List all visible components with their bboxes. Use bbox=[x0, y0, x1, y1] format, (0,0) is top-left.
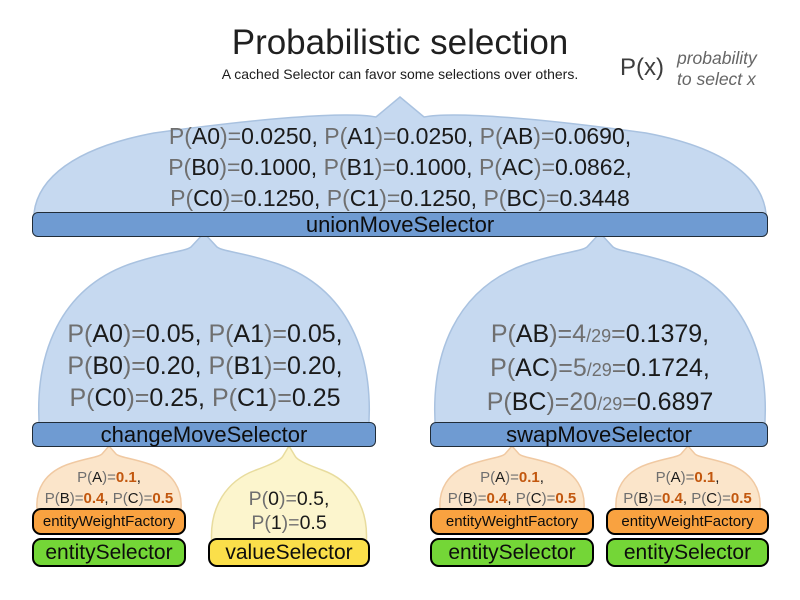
probability-line: P(B)=0.4, P(C)=0.5 bbox=[447, 490, 577, 507]
entity-weight-probabilities-right: P(A)=0.1, P(B)=0.4, P(C)=0.5 bbox=[606, 467, 769, 509]
probability-line: P(A0)=0.05, P(A1)=0.05, bbox=[67, 320, 343, 348]
probability-line: P(B0)=0.1000, P(B1)=0.1000, P(AC)=0.0862… bbox=[168, 154, 632, 180]
change-probabilities: P(A0)=0.05, P(A1)=0.05, P(B0)=0.20, P(B1… bbox=[34, 318, 376, 414]
change-funnel-arrow bbox=[38, 231, 370, 437]
union-funnel-arrow bbox=[32, 96, 768, 227]
entity-weight-factory-bar-right: entityWeightFactory bbox=[606, 508, 769, 535]
probability-line: P(BC)=20/29=0.6897 bbox=[486, 388, 714, 416]
entity-weight-probabilities-middle: P(A)=0.1, P(B)=0.4, P(C)=0.5 bbox=[430, 467, 594, 509]
legend-probability-symbol: P(x) bbox=[620, 54, 664, 81]
union-probabilities: P(A0)=0.0250, P(A1)=0.0250, P(AB)=0.0690… bbox=[0, 121, 800, 214]
probability-line: P(B)=0.4, P(C)=0.5 bbox=[44, 490, 174, 507]
probability-line: P(A)=0.1, bbox=[77, 469, 141, 486]
probability-line: P(AC)=5/29=0.1724, bbox=[490, 354, 710, 382]
swap-move-selector-bar: swapMoveSelector bbox=[430, 422, 768, 447]
entity-selector-bar-right: entitySelector bbox=[606, 538, 769, 567]
probability-line: P(A)=0.1, bbox=[480, 469, 544, 486]
page-title: Probabilistic selection bbox=[231, 23, 569, 62]
probability-line: P(C0)=0.1250, P(C1)=0.1250, P(BC)=0.3448 bbox=[170, 185, 630, 211]
probability-line: P(B)=0.4, P(C)=0.5 bbox=[623, 490, 752, 507]
probability-line: P(1)=0.5 bbox=[251, 512, 327, 534]
probability-line: P(A)=0.1, bbox=[655, 469, 720, 486]
entity-selector-bar-middle: entitySelector bbox=[430, 538, 594, 567]
probability-line: P(AB)=4/29=0.1379, bbox=[490, 320, 710, 348]
page-subtitle: A cached Selector can favor some selecti… bbox=[221, 66, 579, 82]
value-selector-bar: valueSelector bbox=[208, 538, 370, 567]
swap-funnel-arrow bbox=[434, 231, 766, 437]
legend-description-line1: probability bbox=[677, 48, 757, 68]
entity-weight-probabilities-left: P(A)=0.1, P(B)=0.4, P(C)=0.5 bbox=[32, 467, 186, 509]
probability-line: P(B0)=0.20, P(B1)=0.20, bbox=[67, 352, 343, 380]
entity-weight-funnel-left bbox=[36, 444, 182, 517]
union-move-selector-bar: unionMoveSelector bbox=[32, 212, 768, 237]
entity-weight-factory-bar-left: entityWeightFactory bbox=[32, 508, 186, 535]
probability-line: P(0)=0.5, bbox=[248, 488, 330, 510]
entity-weight-factory-bar-middle: entityWeightFactory bbox=[430, 508, 594, 535]
probability-line: P(C0)=0.25, P(C1)=0.25 bbox=[69, 384, 341, 412]
value-probabilities: P(0)=0.5, P(1)=0.5 bbox=[208, 487, 370, 535]
swap-probabilities: P(AB)=4/29=0.1379, P(AC)=5/29=0.1724, P(… bbox=[430, 318, 770, 420]
entity-selector-bar-left: entitySelector bbox=[32, 538, 186, 567]
legend-description-line2: to select x bbox=[677, 69, 756, 89]
value-funnel-arrow bbox=[210, 444, 368, 547]
entity-weight-funnel-middle bbox=[439, 444, 585, 517]
entity-weight-funnel-right bbox=[615, 444, 761, 517]
legend-description: probability to select x bbox=[677, 48, 757, 90]
probability-line: P(A0)=0.0250, P(A1)=0.0250, P(AB)=0.0690… bbox=[168, 123, 632, 149]
change-move-selector-bar: changeMoveSelector bbox=[32, 422, 376, 447]
